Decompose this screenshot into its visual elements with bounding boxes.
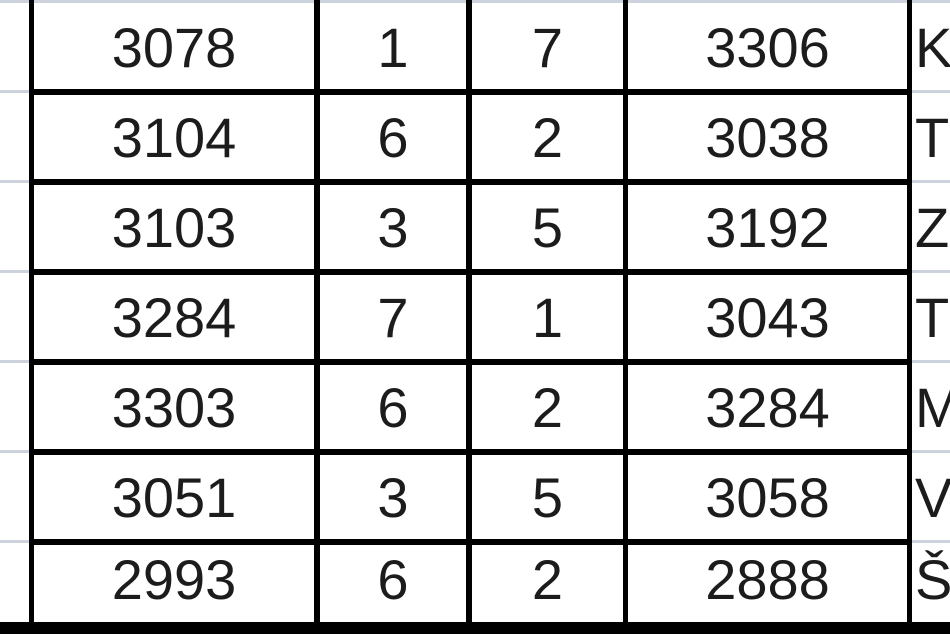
table-cell[interactable]: K — [915, 16, 950, 79]
table-cell[interactable]: Z — [915, 196, 950, 259]
table-cell[interactable]: 7 — [531, 16, 564, 79]
table-cell[interactable]: 2 — [531, 376, 564, 439]
table-cell[interactable]: V — [915, 466, 950, 529]
table-cell[interactable]: 7 — [377, 286, 409, 349]
table-cell[interactable]: 6 — [377, 376, 409, 439]
gridline — [912, 270, 950, 273]
table-row: 3078 1 7 3306 K — [0, 3, 950, 89]
table-row: 3284 7 1 3043 T — [0, 275, 950, 359]
column-border — [29, 0, 34, 634]
gridline — [912, 360, 950, 363]
table-cell[interactable]: 3038 — [705, 106, 830, 169]
table-cell[interactable]: 3103 — [111, 196, 237, 259]
column-border — [466, 0, 472, 634]
gridline — [0, 540, 29, 543]
gridline — [0, 360, 29, 363]
table-cell[interactable]: 3104 — [111, 106, 237, 169]
gridline — [0, 270, 29, 273]
row-border — [29, 89, 912, 95]
row-border — [29, 359, 912, 365]
table-cell[interactable]: 5 — [531, 466, 564, 529]
table-cell[interactable]: 1 — [531, 286, 564, 349]
table-cell[interactable]: 6 — [377, 106, 409, 169]
gridline — [912, 540, 950, 543]
table-row: 2993 6 2 2888 Š — [0, 545, 950, 622]
table-row: 3103 3 5 3192 Z — [0, 185, 950, 269]
table-cell[interactable]: 1 — [377, 16, 409, 79]
table-cell[interactable]: 6 — [377, 548, 409, 611]
row-border — [29, 539, 912, 545]
table-cell[interactable]: 2993 — [111, 548, 237, 611]
table-cell[interactable]: 5 — [531, 196, 564, 259]
gridline — [0, 180, 29, 183]
row-border — [29, 449, 912, 455]
row-border — [29, 269, 912, 275]
table-row: 3303 6 2 3284 M — [0, 365, 950, 449]
table-cell[interactable]: 3043 — [705, 286, 830, 349]
table-cell[interactable]: T — [915, 286, 950, 349]
row-border — [29, 179, 912, 185]
gridline — [912, 180, 950, 183]
table-cell[interactable]: 3 — [377, 196, 409, 259]
table-cell[interactable]: 2 — [531, 548, 564, 611]
gridline — [0, 90, 29, 93]
table-cell[interactable]: Š — [915, 548, 950, 611]
table-row: 3104 6 2 3038 T — [0, 95, 950, 179]
row-border — [0, 622, 950, 634]
table-cell[interactable]: 3051 — [111, 466, 237, 529]
table-cell[interactable]: 3192 — [705, 196, 830, 259]
table-cell[interactable]: 2888 — [705, 548, 830, 611]
table-cell[interactable]: 3303 — [111, 376, 237, 439]
gridline — [912, 450, 950, 453]
column-border — [907, 0, 912, 634]
column-border — [623, 0, 628, 634]
gridline — [912, 90, 950, 93]
table-cell[interactable]: 3306 — [705, 16, 830, 79]
table-cell[interactable]: 3284 — [111, 286, 237, 349]
table-cell[interactable]: M — [915, 376, 950, 439]
table-cell[interactable]: 3 — [377, 466, 409, 529]
gridline — [0, 450, 29, 453]
table-row: 3051 3 5 3058 V — [0, 455, 950, 539]
table-cell[interactable]: 3078 — [111, 16, 237, 79]
table-cell[interactable]: T — [915, 106, 950, 169]
table-cell[interactable]: 3284 — [705, 376, 830, 439]
gridline — [0, 0, 950, 3]
column-border — [314, 0, 320, 634]
table-cell[interactable]: 3058 — [705, 466, 830, 529]
table-cell[interactable]: 2 — [531, 106, 564, 169]
